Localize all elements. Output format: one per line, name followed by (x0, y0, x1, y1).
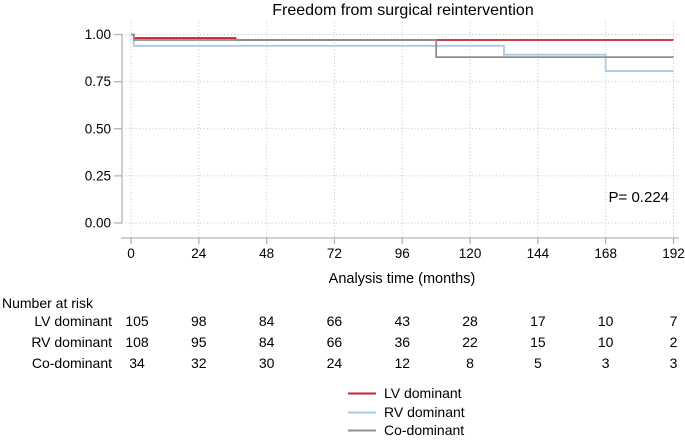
chart-title: Freedom from surgical reintervention (272, 2, 533, 19)
y-tick-label: 0.00 (85, 216, 111, 231)
risk-table-rows: LV dominant 105 98 84 66 43 28 17 10 7RV dominant… (31, 313, 677, 371)
x-tick-label: 72 (327, 246, 342, 261)
legend: LV dominant RV dominant Co-dominant (348, 385, 465, 438)
legend-label-lv-dominant: LV dominant (384, 385, 462, 401)
axes (114, 33, 679, 244)
risk-count: 12 (394, 355, 410, 371)
risk-count: 22 (462, 334, 478, 350)
x-tick-label: 0 (127, 246, 135, 261)
legend-label-co-dominant: Co-dominant (384, 422, 464, 438)
risk-count: 10 (598, 313, 614, 329)
y-tick-label: 0.50 (85, 121, 111, 136)
y-tick-label: 1.00 (85, 27, 111, 42)
series-lines (131, 33, 674, 72)
x-tick-label: 120 (459, 246, 482, 261)
risk-count: 105 (125, 313, 149, 329)
risk-count: 24 (327, 355, 343, 371)
x-tick-label: 192 (662, 246, 685, 261)
risk-count: 10 (598, 334, 614, 350)
risk-count: 84 (259, 334, 275, 350)
legend-label-rv-dominant: RV dominant (384, 404, 465, 420)
gridlines (122, 22, 680, 238)
risk-table-header: Number at risk (2, 295, 94, 311)
risk-row-label-co-dominant: Co-dominant (32, 355, 112, 371)
risk-count: 84 (259, 313, 275, 329)
risk-count: 17 (530, 313, 546, 329)
x-tick-label: 168 (594, 246, 617, 261)
risk-count: 66 (327, 334, 343, 350)
risk-table: Number at risk LV dominant 105 98 84 66 43 28 1… (2, 295, 678, 371)
risk-count: 3 (670, 355, 678, 371)
risk-count: 36 (394, 334, 410, 350)
risk-row-label-lv-dominant: LV dominant (34, 313, 112, 329)
x-tick-label: 24 (191, 246, 207, 261)
risk-count: 108 (125, 334, 149, 350)
risk-count: 2 (670, 334, 678, 350)
risk-count: 8 (466, 355, 474, 371)
risk-row-label-rv-dominant: RV dominant (31, 334, 112, 350)
risk-count: 43 (394, 313, 410, 329)
risk-count: 5 (534, 355, 542, 371)
y-tick-label: 0.25 (85, 168, 111, 183)
axis-tick-labels: 0.00 0.25 0.50 0.75 1.00 0 24 48 72 96 120 144 168 19… (85, 27, 685, 261)
risk-count: 3 (602, 355, 610, 371)
x-tick-label: 48 (259, 246, 274, 261)
risk-count: 15 (530, 334, 546, 350)
risk-count: 32 (191, 355, 207, 371)
risk-count: 28 (462, 313, 478, 329)
risk-count: 98 (191, 313, 207, 329)
risk-count: 30 (259, 355, 275, 371)
x-axis-label: Analysis time (months) (329, 271, 476, 287)
risk-count: 34 (129, 355, 145, 371)
risk-count: 95 (191, 334, 207, 350)
x-tick-label: 144 (527, 246, 550, 261)
series-path-co-dominant (131, 33, 674, 59)
risk-count: 66 (327, 313, 343, 329)
p-value-annotation: P= 0.224 (609, 189, 669, 206)
x-tick-label: 96 (395, 246, 410, 261)
risk-count: 7 (670, 313, 678, 329)
y-tick-label: 0.75 (85, 74, 111, 89)
